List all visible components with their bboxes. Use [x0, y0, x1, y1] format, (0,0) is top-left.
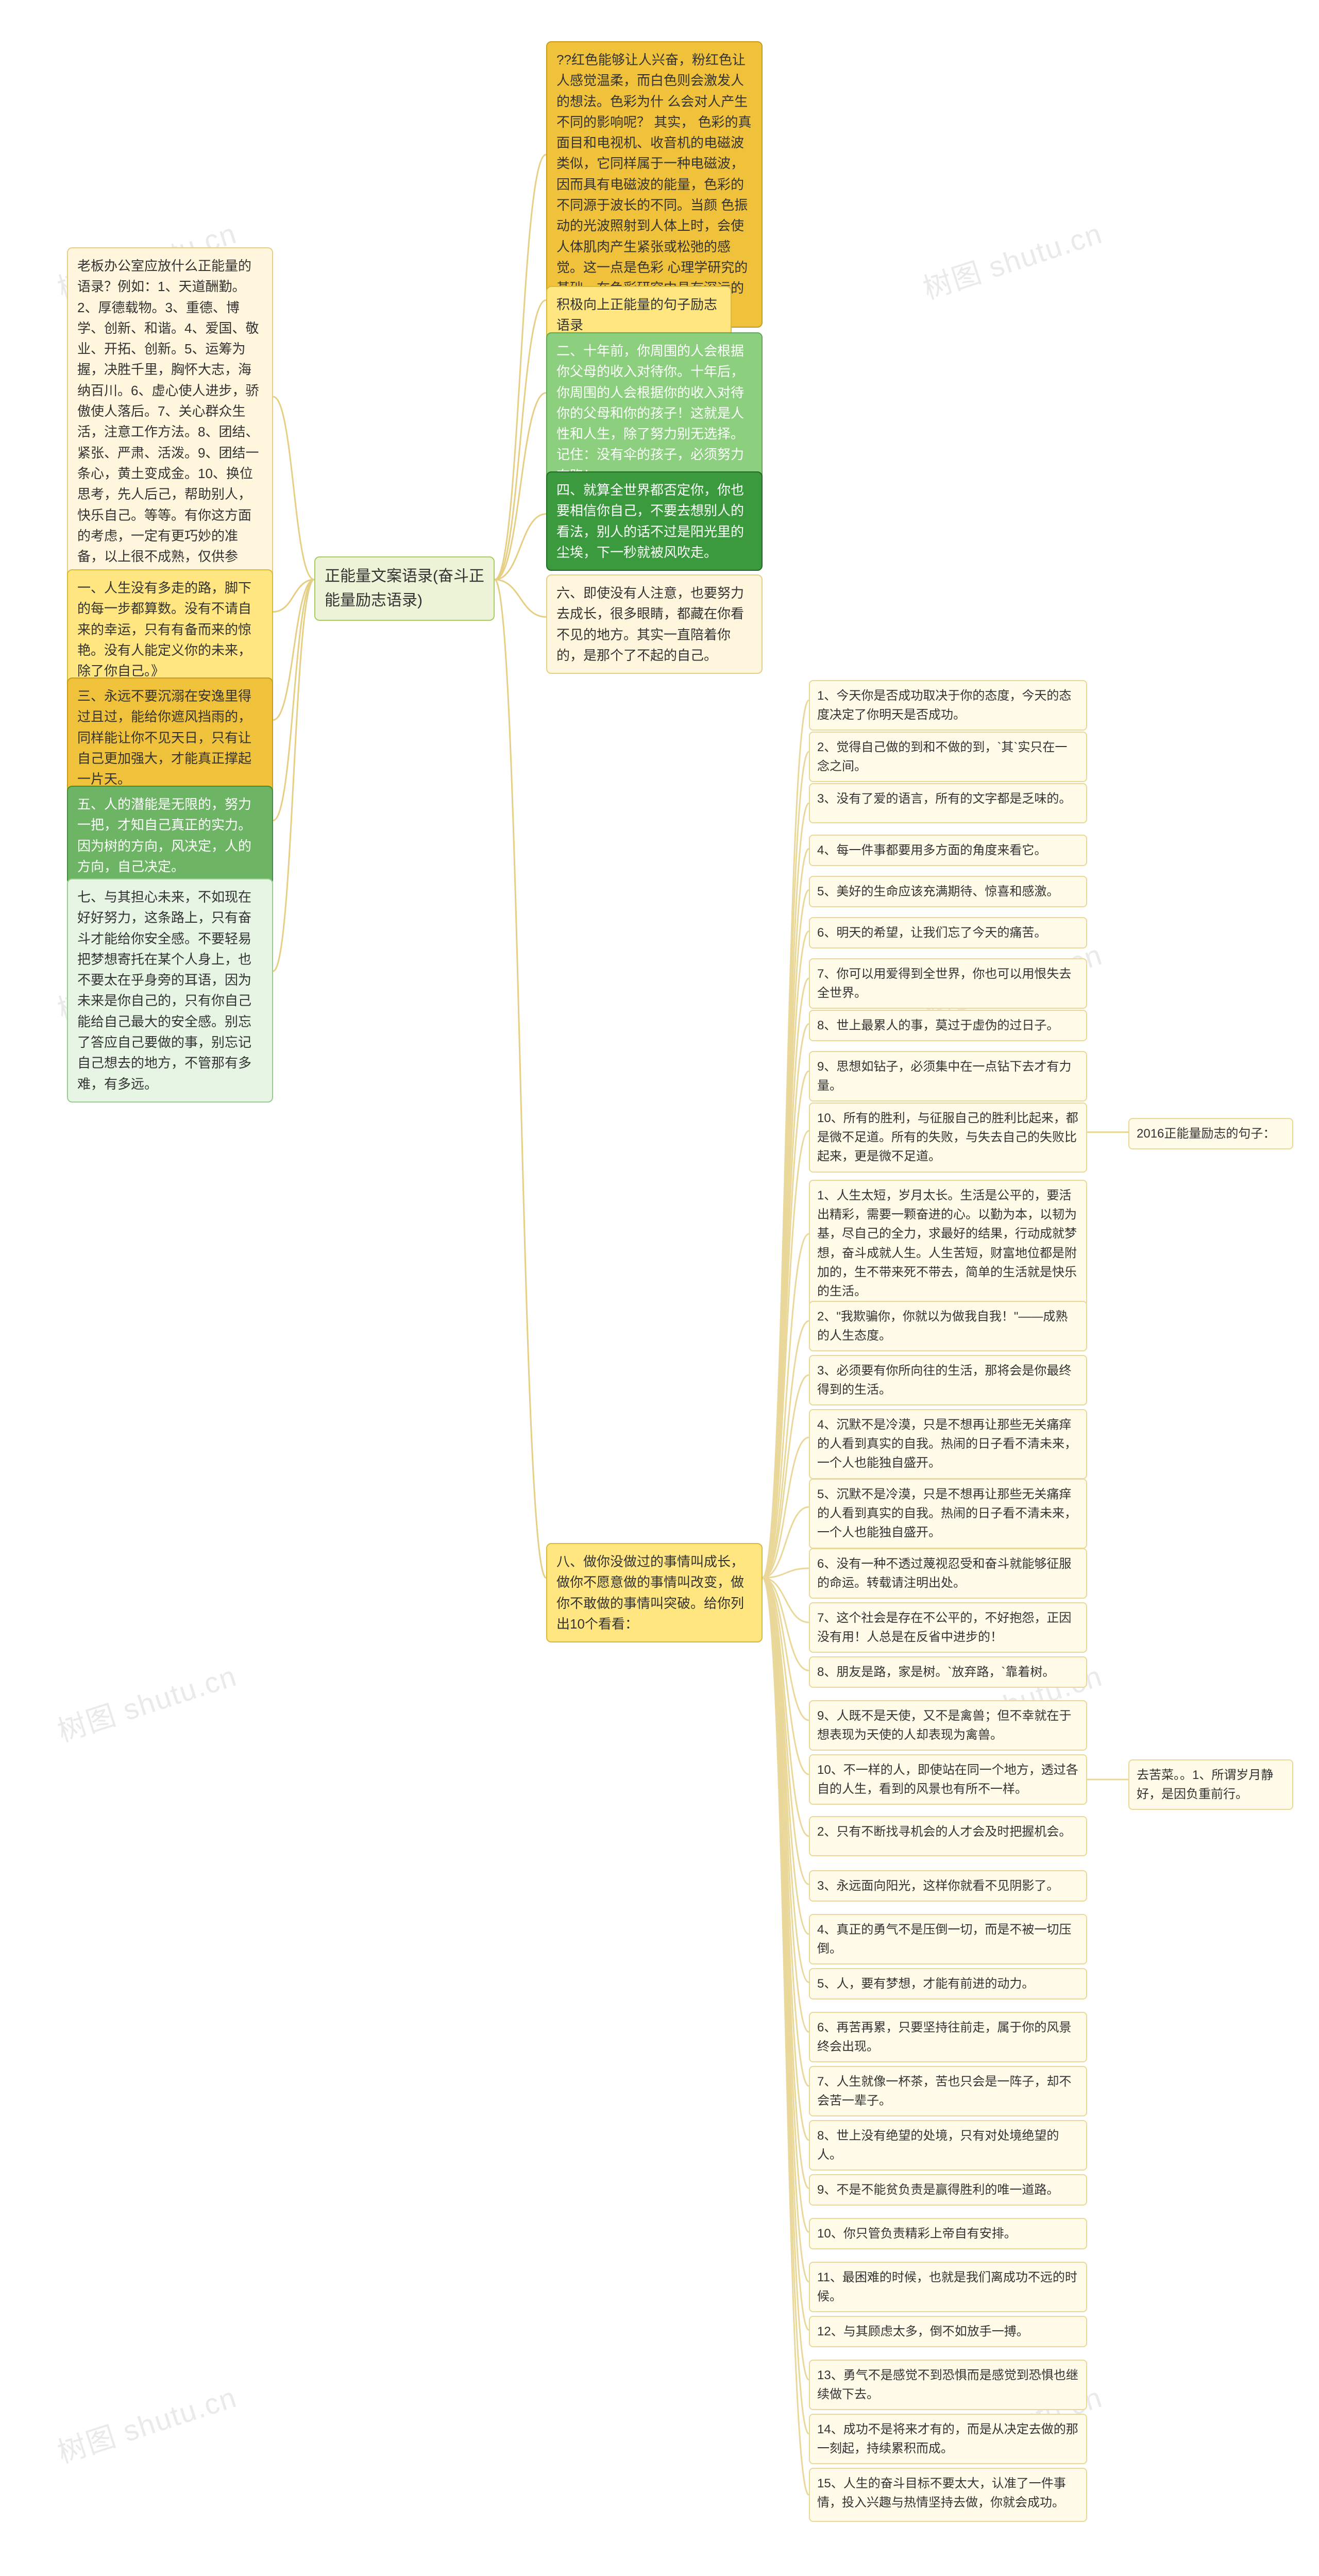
right-branch-node: 四、就算全世界都否定你，你也要相信你自己，不要去想别人的看法，别人的话不过是阳光… — [546, 471, 763, 571]
leaf-node: 10、你只管负责精彩上帝自有安排。 — [809, 2218, 1087, 2249]
leaf-node: 14、成功不是将来才有的，而是从决定去做的那一刻起，持续累积而成。 — [809, 2414, 1087, 2464]
leaf-node: 8、世上最累人的事，莫过于虚伪的过日子。 — [809, 1010, 1087, 1041]
leaf-node: 6、没有一种不透过蔑视忍受和奋斗就能够征服的命运。转载请注明出处。 — [809, 1548, 1087, 1599]
leaf-node: 9、不是不能贫负责是赢得胜利的唯一道路。 — [809, 2174, 1087, 2206]
watermark: 树图 shutu.cn — [917, 210, 1107, 308]
leaf-node: 5、沉默不是冷漠，只是不想再让那些无关痛痒的人看到真实的自我。热闹的日子看不清未… — [809, 1479, 1087, 1549]
leaf-node: 11、最困难的时候，也就是我们离成功不远的时候。 — [809, 2262, 1087, 2312]
leaf-tail-node: 2016正能量励志的句子： — [1128, 1118, 1293, 1149]
left-branch-node: 老板办公室应放什么正能量的语录？例如：1、天道酬勤。2、厚德载物。3、重德、博学… — [67, 247, 273, 617]
leaf-node: 3、永远面向阳光，这样你就看不见阴影了。 — [809, 1870, 1087, 1902]
leaf-node: 3、没有了爱的语言，所有的文字都是乏味的。 — [809, 783, 1087, 823]
leaf-node: 2、只有不断找寻机会的人才会及时把握机会。 — [809, 1816, 1087, 1856]
leaf-node: 2、"我欺骗你，你就以为做我自我！"——成熟的人生态度。 — [809, 1301, 1087, 1351]
left-branch-node: 一、人生没有多走的路，脚下的每一步都算数。没有不请自来的幸运，只有有备而来的惊艳… — [67, 569, 273, 689]
right-branch-node: 六、即使没有人注意，也要努力去成长，很多眼睛，都藏在你看不见的地方。其实一直陪着… — [546, 574, 763, 674]
leaf-node: 10、所有的胜利，与征服自己的胜利比起来，都是微不足道。所有的失败，与失去自己的… — [809, 1103, 1087, 1173]
leaf-node: 15、人生的奋斗目标不要太大，认准了一件事情，投入兴趣与热情坚持去做，你就会成功… — [809, 2468, 1087, 2522]
leaf-node: 12、与其顾虑太多，倒不如放手一搏。 — [809, 2316, 1087, 2347]
leaf-node: 9、人既不是天使，又不是禽兽；但不幸就在于想表现为天使的人却表现为禽兽。 — [809, 1700, 1087, 1751]
leaf-node: 4、沉默不是冷漠，只是不想再让那些无关痛痒的人看到真实的自我。热闹的日子看不清未… — [809, 1409, 1087, 1479]
leaf-node: 8、朋友是路，家是树。`放弃路，`靠着树。 — [809, 1656, 1087, 1688]
mindmap-canvas: 树图 shutu.cn树图 shutu.cn树图 shutu.cn树图 shut… — [0, 0, 1319, 2576]
root-node: 正能量文案语录(奋斗正能量励志语录) — [314, 556, 495, 621]
leaf-node: 3、必须要有你所向往的生活，那将会是你最终得到的生活。 — [809, 1355, 1087, 1405]
leaf-node: 6、明天的希望，让我们忘了今天的痛苦。 — [809, 917, 1087, 948]
leaf-node: 2、觉得自己做的到和不做的到，`其`实只在一念之间。 — [809, 732, 1087, 782]
leaf-node: 7、人生就像一杯茶，苦也只会是一阵子，却不会苦一辈子。 — [809, 2066, 1087, 2116]
leaf-node: 1、人生太短，岁月太长。生活是公平的，要活出精彩，需要一颗奋进的心。以勤为本，以… — [809, 1180, 1087, 1307]
leaf-node: 6、再苦再累，只要坚持往前走，属于你的风景终会出现。 — [809, 2012, 1087, 2062]
leaf-tail-node: 去苦菜。。1、所谓岁月静好，是因负重前行。 — [1128, 1759, 1293, 1810]
watermark: 树图 shutu.cn — [52, 1653, 242, 1750]
leaf-node: 13、勇气不是感觉不到恐惧而是感觉到恐惧也继续做下去。 — [809, 2360, 1087, 2410]
leaf-node: 4、真正的勇气不是压倒一切，而是不被一切压倒。 — [809, 1914, 1087, 1964]
leaf-node: 5、人，要有梦想，才能有前进的动力。 — [809, 1968, 1087, 1999]
leaf-node: 5、美好的生命应该充满期待、惊喜和感激。 — [809, 876, 1087, 907]
right-branch-node: 八、做你没做过的事情叫成长，做你不愿意做的事情叫改变，做你不敢做的事情叫突破。给… — [546, 1543, 763, 1642]
leaf-node: 9、思想如钻子，必须集中在一点钻下去才有力量。 — [809, 1051, 1087, 1101]
leaf-node: 1、今天你是否成功取决于你的态度，今天的态度决定了你明天是否成功。 — [809, 680, 1087, 731]
leaf-node: 8、世上没有绝望的处境，只有对处境绝望的人。 — [809, 2120, 1087, 2171]
left-branch-node: 三、永远不要沉溺在安逸里得过且过，能给你遮风挡雨的，同样能让你不见天日，只有让自… — [67, 677, 273, 798]
watermark: 树图 shutu.cn — [52, 2374, 242, 2471]
leaf-node: 10、不一样的人，即使站在同一个地方，透过各自的人生，看到的风景也有所不一样。 — [809, 1754, 1087, 1805]
leaf-node: 4、每一件事都要用多方面的角度来看它。 — [809, 835, 1087, 866]
leaf-node: 7、这个社会是存在不公平的，不好抱怨，正因没有用！人总是在反省中进步的！ — [809, 1602, 1087, 1653]
right-branch-node: 二、十年前，你周围的人会根据你父母的收入对待你。十年后，你周围的人会根据你的收入… — [546, 332, 763, 494]
left-branch-node: 七、与其担心未来，不如现在好好努力，这条路上，只有奋斗才能给你安全感。不要轻易把… — [67, 878, 273, 1103]
right-branch-node: ??红色能够让人兴奋，粉红色让人感觉温柔，而白色则会激发人的想法。色彩为什 么会… — [546, 41, 763, 328]
left-branch-node: 五、人的潜能是无限的，努力一把，才知自己真正的实力。因为树的方向，风决定，人的方… — [67, 786, 273, 885]
leaf-node: 7、你可以用爱得到全世界，你也可以用恨失去全世界。 — [809, 958, 1087, 1009]
